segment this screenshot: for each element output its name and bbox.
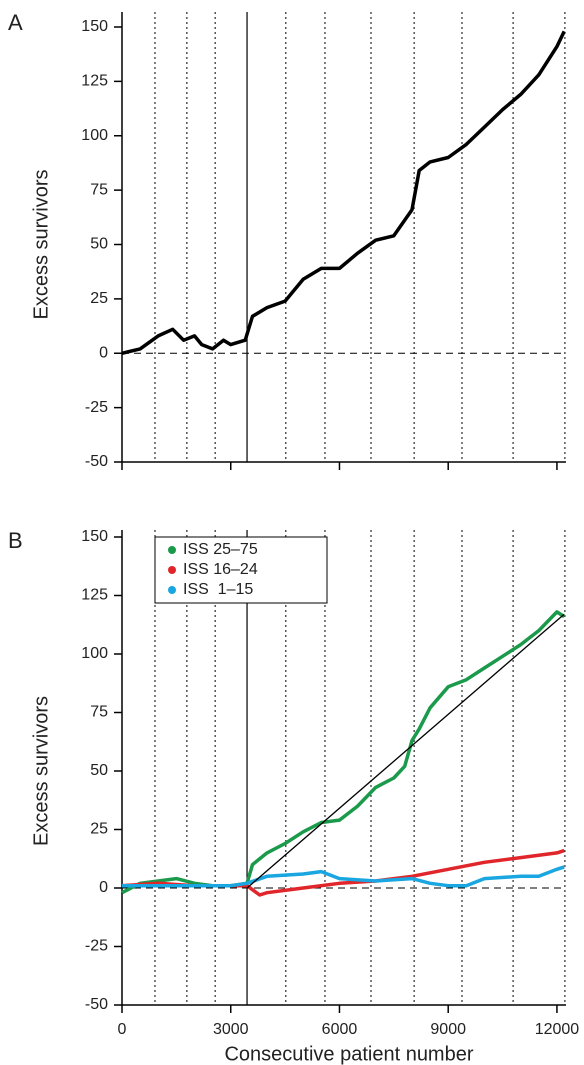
y-tick-label: 0 (99, 344, 108, 361)
y-tick-label: 100 (81, 127, 108, 144)
x-axis-label: Consecutive patient number (224, 1043, 473, 1065)
y-tick-label: -50 (85, 996, 108, 1013)
y-tick-label: 150 (81, 18, 108, 35)
y-tick-label: 75 (90, 181, 108, 198)
legend-marker (168, 566, 176, 574)
y-axis-label: Excess survivors (30, 696, 52, 846)
panel-label: B (8, 528, 23, 553)
y-tick-label: 100 (81, 645, 108, 662)
y-tick-label: 25 (90, 821, 108, 838)
x-tick-label: 0 (118, 1021, 127, 1038)
y-tick-label: 125 (81, 73, 108, 90)
legend-box (154, 536, 328, 604)
panel-label: A (8, 10, 23, 35)
series-line (121, 30, 566, 356)
series-line (121, 610, 566, 895)
series-line (122, 865, 565, 888)
legend-label: ISS 25–75 (183, 541, 258, 558)
x-tick-label: 3000 (213, 1021, 249, 1038)
legend-label: ISS 1–15 (183, 581, 253, 598)
y-tick-label: 50 (90, 762, 108, 779)
legend-marker (168, 586, 176, 594)
fit-line (246, 613, 565, 889)
y-tick-label: 125 (81, 587, 108, 604)
y-axis-label: Excess survivors (30, 169, 52, 319)
x-tick-label: 12000 (535, 1021, 580, 1038)
y-tick-label: -50 (85, 453, 108, 470)
legend-marker (168, 546, 176, 554)
y-tick-label: 150 (81, 528, 108, 545)
x-tick-label: 6000 (322, 1021, 358, 1038)
y-tick-label: -25 (85, 938, 108, 955)
legend-label: ISS 16–24 (183, 561, 258, 578)
y-tick-label: 25 (90, 290, 108, 307)
x-tick-label: 9000 (430, 1021, 466, 1038)
y-tick-label: 75 (90, 704, 108, 721)
y-tick-label: 0 (99, 879, 108, 896)
y-tick-label: -25 (85, 399, 108, 416)
y-tick-label: 50 (90, 236, 108, 253)
